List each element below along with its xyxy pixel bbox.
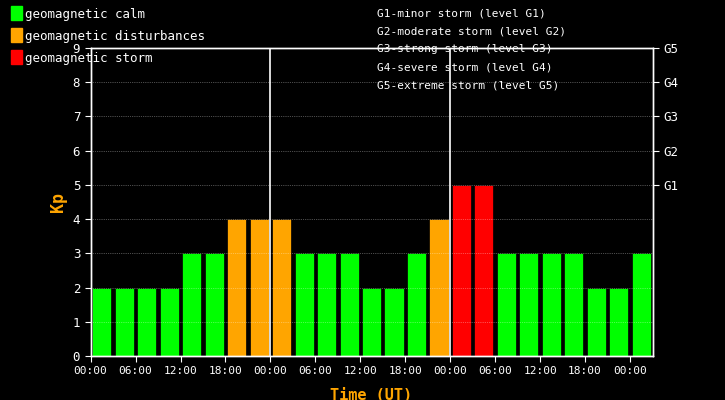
Text: G4-severe storm (level G4): G4-severe storm (level G4) <box>377 62 552 72</box>
Text: geomagnetic disturbances: geomagnetic disturbances <box>25 30 205 43</box>
X-axis label: Time (UT): Time (UT) <box>331 388 413 400</box>
Bar <box>362 288 381 356</box>
Bar <box>429 219 449 356</box>
Bar <box>497 253 516 356</box>
Bar <box>160 288 179 356</box>
Bar <box>92 288 112 356</box>
Bar <box>272 219 291 356</box>
Bar <box>384 288 404 356</box>
Bar <box>317 253 336 356</box>
Bar <box>115 288 134 356</box>
Bar <box>182 253 202 356</box>
Bar <box>294 253 314 356</box>
Bar <box>564 253 584 356</box>
Text: geomagnetic storm: geomagnetic storm <box>25 52 153 65</box>
Bar <box>249 219 269 356</box>
Bar <box>204 253 224 356</box>
Bar <box>452 185 471 356</box>
Text: G1-minor storm (level G1): G1-minor storm (level G1) <box>377 8 546 18</box>
Text: G3-strong storm (level G3): G3-strong storm (level G3) <box>377 44 552 54</box>
Bar <box>474 185 494 356</box>
Bar <box>631 253 651 356</box>
Y-axis label: Kp: Kp <box>49 192 67 212</box>
Bar <box>407 253 426 356</box>
Text: G2-moderate storm (level G2): G2-moderate storm (level G2) <box>377 26 566 36</box>
Bar <box>339 253 359 356</box>
Bar <box>609 288 629 356</box>
Text: G5-extreme storm (level G5): G5-extreme storm (level G5) <box>377 80 559 90</box>
Text: geomagnetic calm: geomagnetic calm <box>25 8 146 21</box>
Bar <box>587 288 606 356</box>
Bar <box>519 253 539 356</box>
Bar <box>542 253 561 356</box>
Bar <box>137 288 157 356</box>
Bar <box>227 219 247 356</box>
